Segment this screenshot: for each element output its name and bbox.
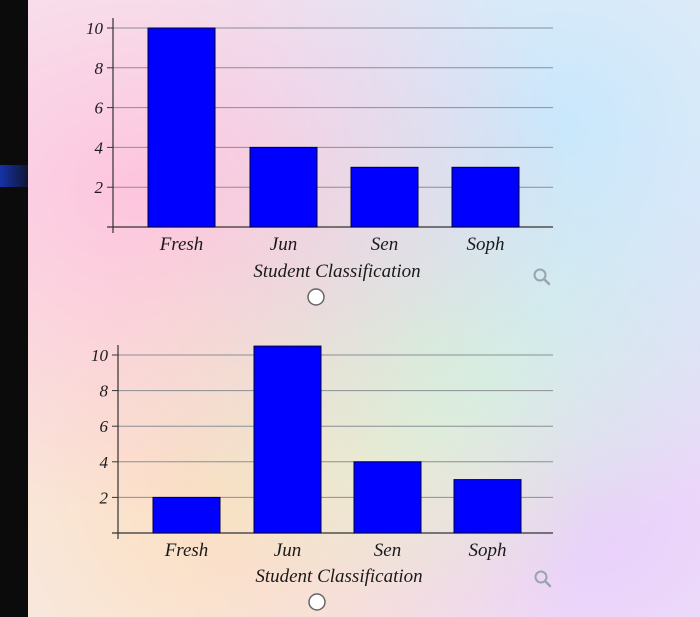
x-tick-label: Jun [274,540,301,561]
y-tick-label: 10 [86,19,104,38]
x-tick-label: Fresh [164,540,209,561]
bar-chart-2: 2 4 6 8 10 Fresh Jun Sen Soph Student Classific… [91,345,553,587]
y-tick-label: 6 [95,99,104,118]
magnifier-icon[interactable] [533,268,551,286]
bar-soph [453,479,522,534]
bar-jun [249,146,318,228]
y-tick-label: 8 [100,382,109,401]
y-tick-label: 2 [95,178,104,197]
left-dark-edge [0,0,28,617]
bar-jun [253,345,322,534]
magnifier-icon[interactable] [534,570,552,588]
x-tick-label: Jun [270,234,297,255]
bar-sen [350,166,419,228]
left-edge-highlight [0,165,28,187]
y-tick-label: 6 [100,417,109,436]
x-tick-label: Sen [371,234,398,255]
bar-fresh [152,496,221,534]
bar-soph [451,166,520,228]
bar-chart-1: 2 4 6 8 10 Fresh Jun Sen Soph Student Classific… [86,18,553,282]
x-tick-label: Sen [374,540,401,561]
y-tick-label: 8 [95,59,104,78]
radio-button-option-2[interactable] [308,593,326,611]
x-tick-label: Soph [467,234,505,255]
x-axis-title: Student Classification [255,566,422,587]
y-tick-label: 4 [95,138,104,157]
radio-button-option-1[interactable] [307,288,325,306]
bar-sen [353,461,422,534]
bar-fresh [147,27,216,228]
x-axis-title: Student Classification [253,261,420,282]
x-tick-label: Fresh [159,234,204,255]
x-tick-label: Soph [469,540,507,561]
y-tick-label: 10 [91,346,109,365]
y-tick-label: 2 [100,488,109,507]
y-tick-label: 4 [100,453,109,472]
